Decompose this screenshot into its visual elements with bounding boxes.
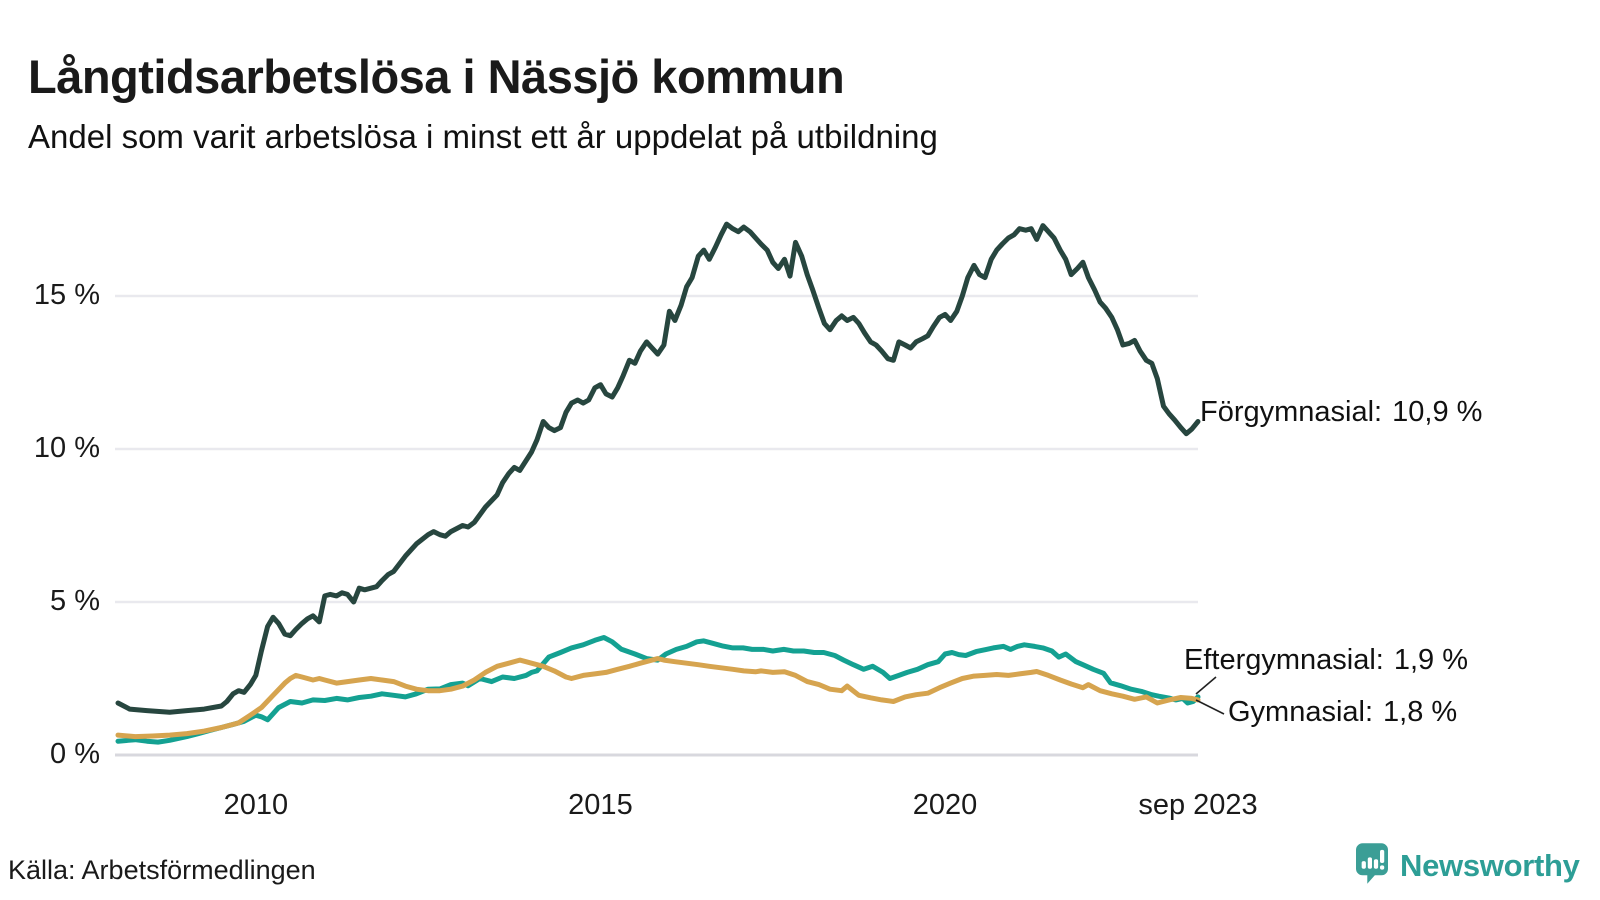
series-label-gymnasial: Gymnasial: 1,8 % — [1228, 696, 1457, 729]
series-name: Eftergymnasial: — [1184, 644, 1384, 676]
x-axis-label-2015: 2015 — [568, 789, 633, 821]
x-axis-label-2010: 2010 — [223, 789, 289, 821]
series-line-gymnasial — [115, 656, 1201, 740]
series-label-forgymnasial: Förgymnasial: 10,9 % — [1200, 396, 1482, 429]
newsworthy-bubble-icon — [1356, 843, 1388, 884]
series-line-eftergymnasial — [115, 635, 1201, 745]
newsworthy-logo[interactable]: Newsworthy — [1356, 843, 1580, 885]
series-name: Förgymnasial: — [1200, 396, 1383, 428]
y-axis-label-15: 15 % — [33, 279, 100, 311]
series-name: Gymnasial: — [1228, 696, 1374, 728]
y-axis-label-0: 0 % — [50, 738, 100, 770]
series-line-förgymnasial — [115, 221, 1201, 715]
series-final-value: 1,9 % — [1393, 644, 1469, 676]
source-note: Källa: Arbetsförmedlingen — [8, 855, 316, 885]
series-lines — [115, 221, 1201, 745]
gridlines — [115, 294, 1198, 757]
chart-subtitle: Andel som varit arbetslösa i minst ett å… — [28, 118, 938, 155]
series-final-value: 10,9 % — [1392, 396, 1483, 428]
y-axis-label-5: 5 % — [50, 585, 100, 617]
page-title: Långtidsarbetslösa i Nässjö kommun — [28, 50, 845, 104]
x-axis-label-sep2023: sep 2023 — [1138, 789, 1258, 821]
series-final-value: 1,8 % — [1383, 696, 1458, 728]
x-axis-label-2020: 2020 — [912, 789, 978, 821]
newsworthy-wordmark: Newsworthy — [1400, 848, 1580, 883]
y-axis-label-10: 10 % — [33, 432, 100, 464]
annotation-connector — [1195, 676, 1225, 715]
series-label-eftergymnasial: Eftergymnasial: 1,9 % — [1184, 644, 1468, 677]
